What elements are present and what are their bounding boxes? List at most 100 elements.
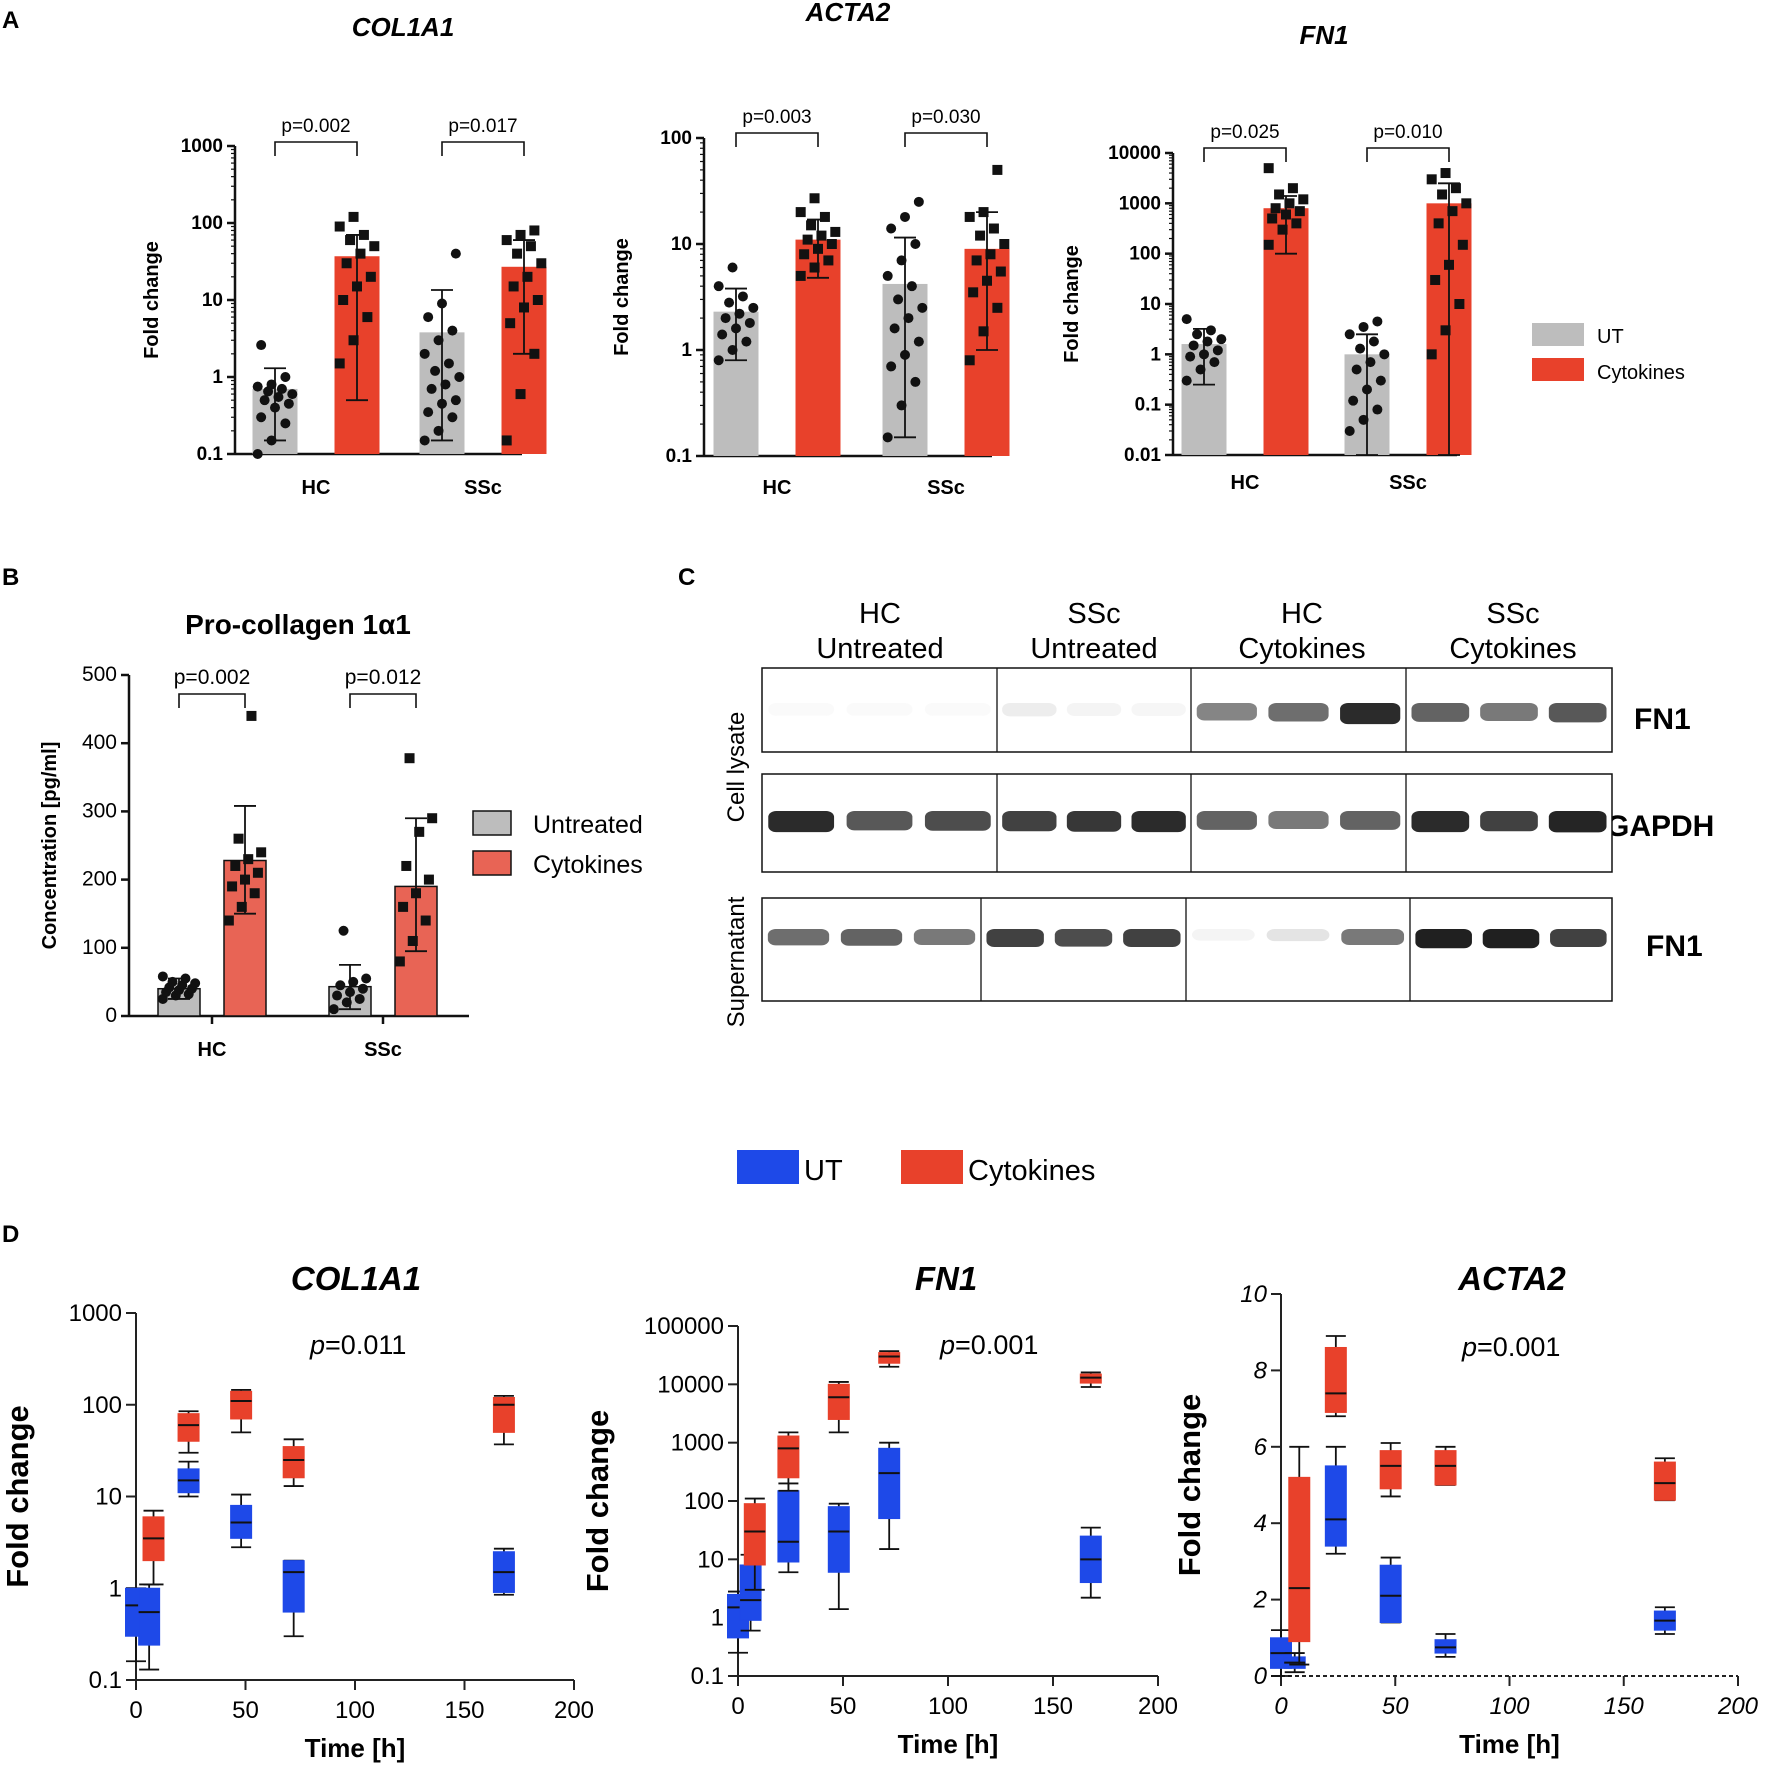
legend-swatch-cytokines-d xyxy=(901,1150,963,1184)
data-point xyxy=(1199,349,1209,360)
data-point xyxy=(249,888,260,899)
data-point xyxy=(813,243,823,254)
significance-bracket xyxy=(349,693,417,708)
x-tick-label: 0 xyxy=(129,1697,142,1724)
data-point xyxy=(423,407,434,418)
data-point xyxy=(1181,375,1192,386)
data-point xyxy=(512,248,523,259)
data-point xyxy=(1355,343,1366,354)
y-tick-label: 10 xyxy=(671,234,692,255)
data-point xyxy=(404,753,415,764)
panel-b-legend: Untreated Cytokines xyxy=(472,810,643,879)
blot-band xyxy=(924,811,991,831)
data-point xyxy=(1368,336,1379,347)
box-cytokines-t72 xyxy=(878,1352,901,1364)
data-point xyxy=(1270,203,1281,214)
box-ut-t72 xyxy=(878,1447,901,1520)
x-category-label: SSc xyxy=(1389,472,1427,494)
y-axis-label: Fold change xyxy=(611,238,633,356)
data-point xyxy=(964,211,975,222)
data-point xyxy=(525,241,536,252)
data-point xyxy=(823,255,834,266)
y-tick-label: 1 xyxy=(681,340,692,361)
data-point xyxy=(508,281,519,292)
data-point xyxy=(190,978,201,989)
p-value-label: p=0.017 xyxy=(448,116,517,137)
panel-letter-a: A xyxy=(2,7,19,34)
data-point xyxy=(992,164,1003,175)
y-tick-label: 4 xyxy=(1254,1510,1267,1537)
legend-label-ut-d: UT xyxy=(804,1155,843,1187)
box-cytokines-t24 xyxy=(177,1413,200,1442)
data-point xyxy=(433,425,444,436)
panel-letter-c: C xyxy=(678,564,695,591)
y-tick-label: 10 xyxy=(95,1484,122,1511)
data-point xyxy=(903,313,914,324)
data-point xyxy=(273,391,284,402)
p-value-label: p=0.003 xyxy=(742,107,811,128)
data-point xyxy=(252,381,263,392)
box-cytokines-t48 xyxy=(1379,1450,1402,1490)
data-point xyxy=(731,323,741,334)
data-point xyxy=(900,349,910,360)
y-tick-label: 6 xyxy=(1254,1434,1268,1461)
lane-header-hc-untreated-l1: HC xyxy=(859,598,901,630)
data-point xyxy=(795,207,806,218)
legend-label-cytokines-b: Cytokines xyxy=(533,851,643,879)
y-tick-label: 1 xyxy=(711,1605,724,1632)
y-tick-label: 100 xyxy=(660,128,692,149)
y-tick-label: 0 xyxy=(1254,1663,1268,1690)
blot-band xyxy=(1054,929,1113,947)
data-point xyxy=(1291,218,1302,229)
data-point xyxy=(227,881,238,892)
p-value-number: =0.001 xyxy=(955,1330,1038,1360)
y-tick-label: 10000 xyxy=(1108,143,1161,164)
data-point xyxy=(910,376,921,387)
blot-frame-fn1_sup xyxy=(761,897,1613,1002)
data-point xyxy=(1430,274,1441,285)
data-point xyxy=(180,973,191,984)
data-point xyxy=(816,230,827,241)
y-axis-label: Fold change xyxy=(141,241,163,359)
box-ut-t24 xyxy=(777,1490,800,1563)
data-point xyxy=(246,710,257,721)
data-point xyxy=(1454,299,1465,309)
y-tick-label: 100 xyxy=(82,936,117,959)
data-point xyxy=(1351,364,1362,375)
panel-letter-b: B xyxy=(2,564,19,591)
y-tick-label: 0.1 xyxy=(197,444,224,465)
y-tick-label: 10 xyxy=(1140,294,1161,315)
data-point xyxy=(398,901,409,912)
y-tick-label: 100 xyxy=(684,1488,724,1515)
data-point xyxy=(266,435,277,446)
y-tick-label: 1 xyxy=(1150,344,1161,365)
data-point xyxy=(982,275,992,286)
data-point xyxy=(968,287,979,298)
data-point xyxy=(266,379,277,390)
data-point xyxy=(1344,425,1355,436)
p-value-label: p=0.002 xyxy=(174,666,251,689)
y-tick-label: 0.1 xyxy=(666,446,693,467)
p-value-label: p=0.011 xyxy=(309,1330,406,1360)
data-point xyxy=(1188,340,1199,351)
box-cytokines-t72 xyxy=(1434,1450,1457,1486)
data-point xyxy=(744,317,755,328)
blot-band xyxy=(1196,811,1257,830)
data-point xyxy=(259,395,270,406)
data-point xyxy=(328,1004,339,1015)
blot-band xyxy=(1340,811,1401,830)
y-tick-label: 100 xyxy=(82,1392,122,1419)
data-point xyxy=(280,372,291,382)
blot-band xyxy=(924,703,991,716)
data-point xyxy=(896,400,907,411)
x-axis-label: Time [h] xyxy=(1459,1729,1560,1759)
data-point xyxy=(450,395,461,406)
data-point xyxy=(1284,198,1295,209)
data-point xyxy=(1444,259,1454,270)
data-point xyxy=(522,271,533,282)
significance-bracket xyxy=(904,132,988,147)
blot-band xyxy=(768,811,835,833)
data-point xyxy=(1205,325,1216,336)
box-ut-t24 xyxy=(1324,1465,1347,1547)
